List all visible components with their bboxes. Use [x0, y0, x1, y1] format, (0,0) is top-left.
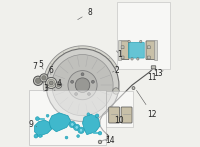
Circle shape [48, 79, 55, 87]
Text: 2: 2 [112, 66, 119, 75]
Circle shape [49, 81, 53, 85]
Circle shape [77, 135, 80, 138]
FancyBboxPatch shape [147, 46, 150, 49]
Circle shape [65, 136, 68, 139]
Text: 10: 10 [114, 116, 124, 125]
Circle shape [75, 78, 90, 92]
Circle shape [91, 80, 94, 83]
Circle shape [128, 40, 130, 43]
Circle shape [46, 77, 57, 88]
Circle shape [46, 49, 119, 122]
Text: 12: 12 [136, 90, 157, 119]
Polygon shape [83, 114, 100, 135]
Text: 4: 4 [57, 79, 62, 88]
Circle shape [113, 88, 119, 94]
Text: 5: 5 [38, 60, 43, 69]
Polygon shape [43, 46, 118, 91]
Circle shape [35, 78, 41, 83]
Circle shape [81, 73, 84, 76]
Circle shape [73, 124, 80, 131]
Circle shape [39, 135, 42, 138]
Circle shape [71, 80, 74, 83]
Polygon shape [49, 113, 71, 132]
Circle shape [34, 134, 38, 138]
Circle shape [55, 82, 62, 88]
Circle shape [98, 131, 102, 135]
Circle shape [69, 121, 76, 128]
Circle shape [137, 58, 139, 60]
Polygon shape [34, 120, 52, 136]
FancyBboxPatch shape [147, 56, 150, 59]
Circle shape [40, 74, 48, 82]
Circle shape [46, 114, 49, 117]
Circle shape [75, 92, 78, 95]
Circle shape [87, 113, 90, 116]
Text: 8: 8 [78, 8, 92, 20]
Circle shape [68, 71, 97, 100]
Circle shape [52, 55, 113, 116]
Circle shape [71, 123, 74, 126]
FancyBboxPatch shape [151, 66, 156, 69]
Circle shape [140, 40, 142, 43]
Text: 6: 6 [48, 66, 53, 75]
FancyBboxPatch shape [109, 107, 120, 123]
Circle shape [98, 140, 102, 144]
Circle shape [95, 114, 99, 117]
FancyBboxPatch shape [29, 90, 106, 145]
Text: 11: 11 [147, 71, 163, 82]
FancyBboxPatch shape [121, 107, 132, 123]
Circle shape [132, 87, 135, 90]
Circle shape [87, 92, 90, 95]
Text: 14: 14 [105, 136, 115, 145]
Circle shape [35, 117, 39, 121]
FancyBboxPatch shape [146, 41, 155, 60]
Text: 9: 9 [28, 120, 37, 129]
FancyBboxPatch shape [119, 40, 121, 61]
FancyBboxPatch shape [121, 46, 124, 49]
FancyBboxPatch shape [155, 40, 158, 61]
FancyBboxPatch shape [106, 91, 133, 127]
Circle shape [78, 127, 84, 133]
FancyBboxPatch shape [129, 42, 144, 58]
FancyBboxPatch shape [120, 41, 129, 60]
Circle shape [131, 58, 133, 60]
Circle shape [57, 84, 60, 87]
Text: 13: 13 [153, 69, 162, 78]
FancyBboxPatch shape [117, 2, 170, 69]
Text: 3: 3 [44, 83, 55, 93]
Text: 1: 1 [116, 50, 122, 59]
Circle shape [33, 76, 43, 85]
Circle shape [79, 128, 83, 132]
Circle shape [75, 126, 78, 129]
Text: 7: 7 [32, 62, 38, 76]
Circle shape [42, 76, 46, 80]
FancyBboxPatch shape [121, 56, 124, 59]
